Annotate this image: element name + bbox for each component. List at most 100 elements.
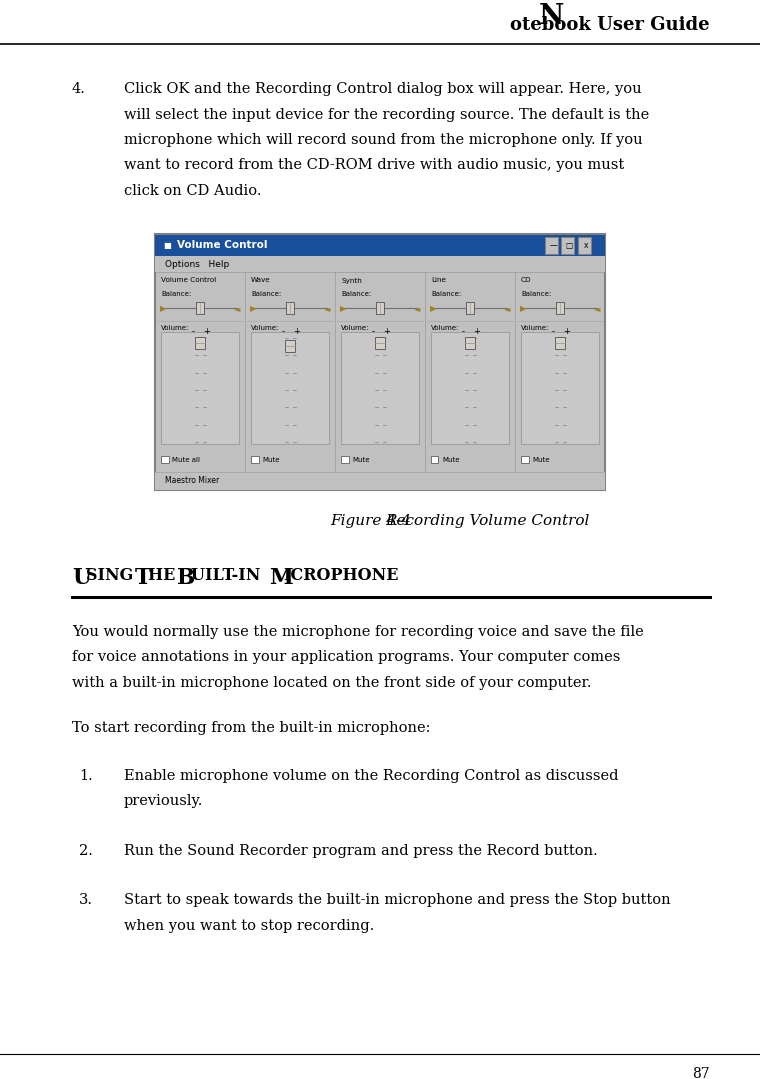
Text: ◄: ◄ [324, 304, 330, 313]
Text: -: - [462, 327, 465, 336]
Text: ▶: ▶ [520, 304, 527, 313]
Text: ■: ■ [163, 241, 171, 249]
Text: Enable microphone volume on the Recording Control as discussed: Enable microphone volume on the Recordin… [124, 768, 619, 782]
Text: M: M [269, 566, 293, 588]
Text: Figure 4-4: Figure 4-4 [330, 515, 411, 529]
Text: T: T [135, 566, 150, 588]
Text: U: U [72, 566, 90, 588]
Bar [155, 256, 605, 273]
Text: 1.: 1. [79, 768, 93, 782]
Text: ◄: ◄ [413, 304, 420, 313]
Text: +: + [473, 327, 480, 336]
Text: otebook User Guide: otebook User Guide [511, 16, 710, 35]
Bar [375, 337, 385, 349]
Text: Wave: Wave [251, 277, 271, 284]
Bar [196, 302, 204, 314]
Bar [285, 340, 295, 352]
Text: 3.: 3. [79, 893, 93, 907]
Text: 87: 87 [692, 1067, 710, 1079]
Text: click on CD Audio.: click on CD Audio. [124, 185, 261, 199]
Text: x: x [584, 241, 588, 249]
Text: Balance:: Balance: [521, 291, 551, 297]
Text: Mute: Mute [262, 456, 280, 463]
Bar [341, 455, 349, 463]
Text: Volume:: Volume: [341, 325, 369, 331]
Text: Volume:: Volume: [431, 325, 459, 331]
Text: will select the input device for the recording source. The default is the: will select the input device for the rec… [124, 108, 649, 122]
Bar [521, 455, 528, 463]
Bar [155, 472, 605, 490]
Text: ◄: ◄ [504, 304, 510, 313]
Text: UILT-IN: UILT-IN [191, 566, 266, 584]
Bar [341, 332, 419, 443]
Text: Volume:: Volume: [251, 325, 280, 331]
Text: for voice annotations in your application programs. Your computer comes: for voice annotations in your applicatio… [72, 650, 620, 664]
Text: ▶: ▶ [430, 304, 436, 313]
Text: ▶: ▶ [160, 304, 166, 313]
Text: Mute all: Mute all [173, 456, 201, 463]
Text: B: B [177, 566, 195, 588]
Text: CD: CD [521, 277, 532, 284]
Text: HE: HE [148, 566, 181, 584]
Text: Maestro Mixer: Maestro Mixer [165, 476, 219, 486]
Bar [155, 234, 605, 490]
Text: ◄: ◄ [233, 304, 240, 313]
Bar [287, 302, 294, 314]
Text: Options   Help: Options Help [165, 260, 230, 269]
Text: ▶: ▶ [340, 304, 347, 313]
Bar [578, 237, 591, 254]
Bar [161, 455, 169, 463]
Bar [161, 332, 239, 443]
Text: Volume:: Volume: [521, 325, 549, 331]
Text: with a built-in microphone located on the front side of your computer.: with a built-in microphone located on th… [72, 675, 591, 689]
Text: +: + [203, 327, 210, 336]
Bar [431, 455, 439, 463]
Text: 2.: 2. [79, 844, 93, 858]
Bar [465, 337, 475, 349]
Bar [521, 332, 599, 443]
Text: previously.: previously. [124, 794, 204, 808]
Bar [251, 455, 258, 463]
Bar [466, 302, 473, 314]
Text: 4.: 4. [72, 82, 86, 96]
Bar [155, 234, 605, 256]
Text: SING: SING [85, 566, 138, 584]
Text: Mute: Mute [533, 456, 550, 463]
Text: Click OK and the Recording Control dialog box will appear. Here, you: Click OK and the Recording Control dialo… [124, 82, 641, 96]
Text: -: - [192, 327, 195, 336]
Bar [555, 337, 565, 349]
Text: when you want to stop recording.: when you want to stop recording. [124, 918, 374, 932]
Bar [251, 332, 329, 443]
Text: To start recording from the built-in microphone:: To start recording from the built-in mic… [72, 721, 430, 735]
Text: Balance:: Balance: [341, 291, 371, 297]
Bar [376, 302, 384, 314]
Bar [562, 237, 575, 254]
Text: want to record from the CD-ROM drive with audio music, you must: want to record from the CD-ROM drive wit… [124, 159, 624, 173]
Text: ICROPHONE: ICROPHONE [283, 566, 398, 584]
Text: -: - [282, 327, 285, 336]
Bar [431, 332, 509, 443]
Text: □: □ [565, 241, 572, 249]
Text: N: N [539, 3, 565, 30]
Text: Run the Sound Recorder program and press the Record button.: Run the Sound Recorder program and press… [124, 844, 598, 858]
Text: Line: Line [431, 277, 446, 284]
Text: ◄: ◄ [594, 304, 600, 313]
Text: -: - [372, 327, 375, 336]
Bar [546, 237, 559, 254]
Text: Balance:: Balance: [161, 291, 192, 297]
Bar [556, 302, 564, 314]
Text: Balance:: Balance: [251, 291, 281, 297]
Text: ▶: ▶ [250, 304, 257, 313]
Text: Mute: Mute [353, 456, 370, 463]
Text: -: - [552, 327, 555, 336]
Text: microphone which will record sound from the microphone only. If you: microphone which will record sound from … [124, 133, 643, 147]
Text: You would normally use the microphone for recording voice and save the file: You would normally use the microphone fo… [72, 625, 644, 639]
Text: Mute: Mute [442, 456, 460, 463]
Text: Synth: Synth [341, 277, 362, 284]
Bar [195, 337, 205, 349]
Text: +: + [563, 327, 570, 336]
Text: —: — [549, 241, 557, 249]
Text: Start to speak towards the built-in microphone and press the Stop button: Start to speak towards the built-in micr… [124, 893, 670, 907]
Text: Volume:: Volume: [161, 325, 189, 331]
Text: Volume Control: Volume Control [161, 277, 217, 284]
